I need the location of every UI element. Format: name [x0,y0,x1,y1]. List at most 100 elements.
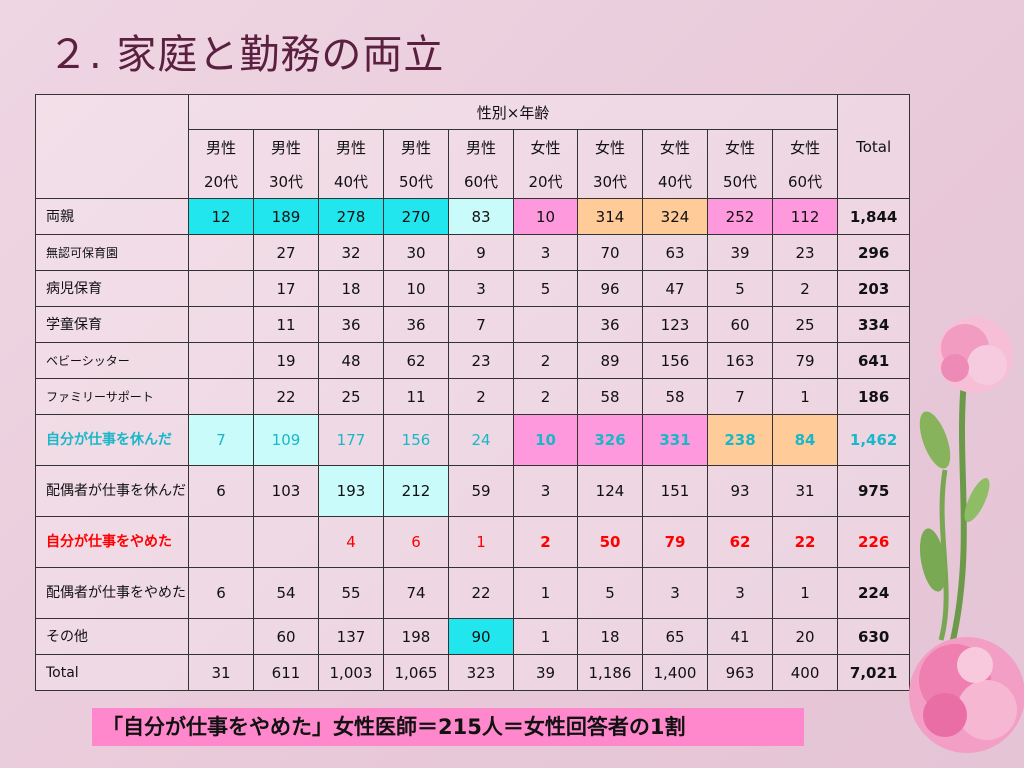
table-cell: 1 [448,516,514,568]
table-cell: 6 [383,516,449,568]
row-label: 自分が仕事をやめた [35,516,189,568]
group-header: 性別×年齢 [187,94,839,130]
table-cell [188,342,254,379]
table-cell: 123 [642,306,708,343]
table-cell [513,306,578,343]
table-cell: 6 [188,465,254,517]
table-cell: 10 [513,198,578,235]
table-cell: 5 [513,270,578,307]
table-cell: 27 [253,234,319,271]
row-total: 203 [837,270,911,307]
row-total: 296 [837,234,911,271]
table-cell: 3 [707,567,773,619]
table-cell: 6 [188,567,254,619]
table-cell: 2 [513,378,578,415]
table-cell: 137 [318,618,384,655]
table-cell: 1 [513,567,578,619]
table-cell [253,516,319,568]
col-header-age: 60代 [771,164,839,199]
data-table: 性別×年齢 Total 男性 男性 男性 男性 男性 女性 女性 女性 女性 女… [35,94,911,691]
table-cell: 79 [642,516,708,568]
table-row: その他 60 137 198 90 1 18 65 41 20 630 [35,618,911,655]
table-cell [188,378,254,415]
table-cell: 323 [448,654,514,691]
row-label: 学童保育 [35,306,189,343]
table-cell: 5 [707,270,773,307]
table-row: 両親 12 189 278 270 83 10 314 324 252 112 … [35,198,911,235]
table-cell: 324 [642,198,708,235]
table-cell: 5 [577,567,643,619]
table-cell: 1 [513,618,578,655]
table-cell: 41 [707,618,773,655]
table-cell: 70 [577,234,643,271]
table-cell: 7 [188,414,254,466]
row-total: 1,462 [837,414,911,466]
row-total: 641 [837,342,911,379]
table-cell: 36 [577,306,643,343]
table-cell: 212 [383,465,449,517]
col-header-age: 60代 [448,164,514,199]
table-cell: 2 [513,342,578,379]
row-label: 配偶者が仕事を休んだ [35,465,189,517]
col-header-gender: 女性 [771,129,839,164]
row-label: ベビーシッター [35,342,189,379]
total-header: Total [837,94,911,199]
table-cell: 9 [448,234,514,271]
summary-callout: 「自分が仕事をやめた」女性医師＝215人＝女性回答者の1割 [92,708,804,746]
row-total: 334 [837,306,911,343]
table-cell: 25 [771,306,839,343]
row-total: 226 [837,516,911,568]
col-header-gender: 女性 [513,129,578,164]
col-header-gender: 男性 [318,129,384,164]
table-cell: 62 [383,342,449,379]
table-cell: 25 [318,378,384,415]
table-cell: 124 [577,465,643,517]
row-label: Total [35,654,189,691]
table-cell [188,306,254,343]
row-label: 配偶者が仕事をやめた [35,567,189,619]
table-cell: 23 [448,342,514,379]
table-cell: 611 [253,654,319,691]
table-cell: 90 [448,618,514,655]
table-cell: 238 [707,414,773,466]
table-cell: 1,003 [318,654,384,691]
table-cell: 39 [513,654,578,691]
table-cell: 252 [707,198,773,235]
table-cell: 54 [253,567,319,619]
col-header-age: 50代 [707,164,773,199]
col-header-gender: 女性 [642,129,708,164]
row-label: 病児保育 [35,270,189,307]
row-total: 630 [837,618,911,655]
table-cell: 109 [253,414,319,466]
table-cell: 47 [642,270,708,307]
table-cell: 22 [448,567,514,619]
table-cell: 156 [383,414,449,466]
table-row: ベビーシッター 19 48 62 23 2 89 156 163 79 641 [35,342,911,379]
col-header-age: 30代 [577,164,643,199]
row-label: 無認可保育園 [35,234,189,271]
col-header-age: 20代 [188,164,254,199]
table-cell: 84 [771,414,839,466]
table-cell: 10 [383,270,449,307]
col-header-gender: 男性 [448,129,514,164]
table-cell: 151 [642,465,708,517]
table-cell: 1,186 [577,654,643,691]
table-cell: 2 [771,270,839,307]
table-cell: 1,065 [383,654,449,691]
table-cell: 39 [707,234,773,271]
table-cell: 278 [318,198,384,235]
row-label: 自分が仕事を休んだ [35,414,189,466]
table-cell: 11 [383,378,449,415]
row-label: 両親 [35,198,189,235]
table-cell: 31 [188,654,254,691]
table-cell: 30 [383,234,449,271]
row-total: 186 [837,378,911,415]
table-cell: 65 [642,618,708,655]
table-cell: 96 [577,270,643,307]
table-cell: 22 [253,378,319,415]
table-cell: 23 [771,234,839,271]
col-header-age: 30代 [253,164,319,199]
table-cell: 2 [448,378,514,415]
table-cell: 7 [448,306,514,343]
table-cell [188,270,254,307]
